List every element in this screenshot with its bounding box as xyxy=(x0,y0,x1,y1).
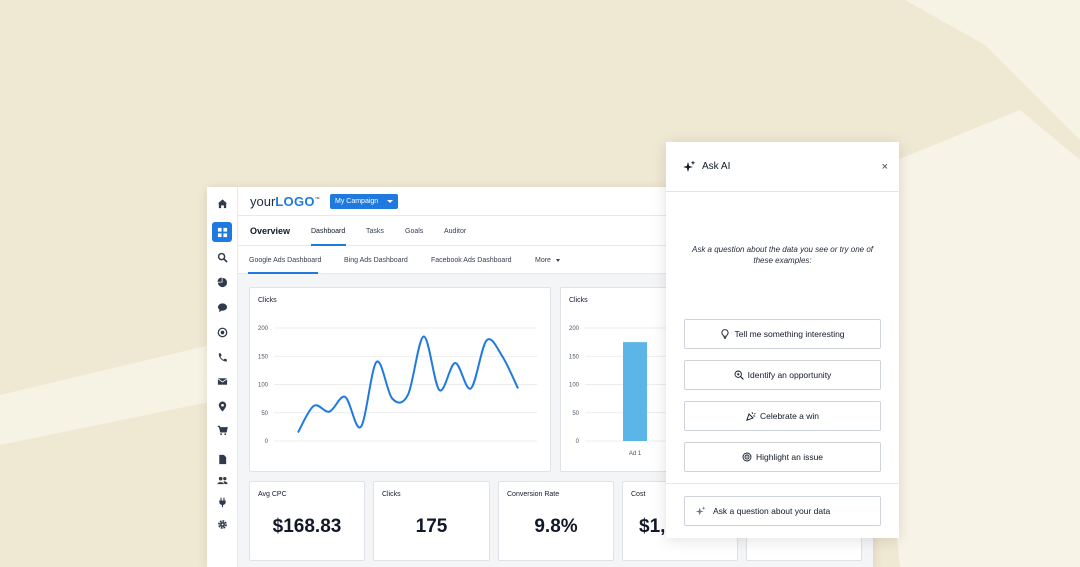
chevron-down-icon xyxy=(555,258,560,262)
sparkle-icon xyxy=(695,505,706,515)
tab-dashboard[interactable]: Dashboard xyxy=(311,228,346,235)
metric-title: Clicks xyxy=(382,491,401,498)
bar-chart-x-tick-label: Ad 1 xyxy=(629,451,642,457)
ai-prompt-text: Ask a question about the data you see or… xyxy=(691,245,873,265)
metric-card-clicks: Clicks 175 xyxy=(373,481,490,561)
document-icon[interactable] xyxy=(212,449,232,469)
tab-bing-ads[interactable]: Bing Ads Dashboard xyxy=(344,257,408,264)
tab-auditor[interactable]: Auditor xyxy=(444,228,467,235)
tab-tasks[interactable]: Tasks xyxy=(366,228,384,235)
bar-chart-card: Clicks 0 50 100 150 200 Ad 1 xyxy=(560,287,681,472)
suggestion-tell-me-something-interesting[interactable]: Tell me something interesting xyxy=(684,319,881,349)
metric-value: 175 xyxy=(415,516,448,537)
suggestion-celebrate-a-win[interactable]: Celebrate a win xyxy=(684,401,881,431)
bar-chart-y-tick-label: 50 xyxy=(572,411,579,417)
suggestion-label: Highlight an issue xyxy=(755,452,824,462)
chat-icon[interactable] xyxy=(212,297,232,317)
metric-value: $168.83 xyxy=(272,516,342,537)
tab-more[interactable]: More xyxy=(535,257,560,264)
brand-logo[interactable]: yourLOGO™ xyxy=(250,194,320,209)
lightbulb-icon xyxy=(721,329,729,339)
campaign-dropdown[interactable]: My Campaign xyxy=(330,194,399,209)
home-icon[interactable] xyxy=(212,193,232,213)
top-bar: yourLOGO™ My Campaign xyxy=(238,187,873,216)
ai-panel-header: Ask AI × xyxy=(666,142,899,192)
ai-panel-divider xyxy=(666,483,899,484)
more-label: More xyxy=(535,257,551,264)
target-alert-icon xyxy=(742,452,752,462)
bar-chart-y-tick-label: 150 xyxy=(569,354,580,360)
chart-title: Clicks xyxy=(258,297,277,304)
tab-google-ads[interactable]: Google Ads Dashboard xyxy=(249,257,322,264)
line-chart-y-tick-label: 100 xyxy=(258,383,269,389)
line-chart-y-tick-label: 150 xyxy=(258,354,269,360)
magnify-plus-icon xyxy=(734,370,744,380)
ask-question-input[interactable]: Ask a question about your data xyxy=(684,496,881,526)
party-popper-icon xyxy=(746,411,756,421)
ask-question-label: Ask a question about your data xyxy=(713,506,831,516)
phone-icon[interactable] xyxy=(212,347,232,367)
line-chart: 0 50 100 150 200 xyxy=(258,326,537,445)
metric-value: 9.8% xyxy=(534,516,578,537)
metric-value: $1, xyxy=(639,516,666,537)
bar-chart-y-tick-label: 200 xyxy=(569,326,580,332)
line-chart-y-tick-label: 0 xyxy=(265,439,269,445)
bar-chart-y-tick-label: 0 xyxy=(576,439,580,445)
line-series xyxy=(297,335,519,434)
pie-chart-icon[interactable] xyxy=(212,272,232,292)
plug-icon[interactable] xyxy=(212,492,232,512)
cart-icon[interactable] xyxy=(212,420,232,440)
suggestion-label: Celebrate a win xyxy=(759,411,820,421)
active-tab-indicator xyxy=(311,244,346,246)
line-chart-y-tick-label: 50 xyxy=(261,411,268,417)
line-chart-card: Clicks 0 50 100 150 200 xyxy=(249,287,551,472)
chevron-down-icon xyxy=(387,200,394,203)
metric-title: Conversion Rate xyxy=(507,491,560,498)
metric-title: Avg CPC xyxy=(258,491,287,498)
suggestion-label: Identify an opportunity xyxy=(747,370,832,380)
suggestion-highlight-an-issue[interactable]: Highlight an issue xyxy=(684,442,881,472)
bar-chart-y-tick-label: 100 xyxy=(569,383,580,389)
ask-ai-panel: Ask AI × Ask a question about the data y… xyxy=(666,142,899,538)
tab-goals[interactable]: Goals xyxy=(405,228,424,235)
metric-card-conversion-rate: Conversion Rate 9.8% xyxy=(498,481,614,561)
dashboard-tabs: Google Ads Dashboard Bing Ads Dashboard … xyxy=(238,246,873,274)
metric-card-avg-cpc: Avg CPC $168.83 xyxy=(249,481,365,561)
tab-facebook-ads[interactable]: Facebook Ads Dashboard xyxy=(431,257,512,264)
ai-panel-title: Ask AI xyxy=(702,161,731,172)
location-pin-icon[interactable] xyxy=(212,396,232,416)
bar-chart: 0 50 100 150 200 Ad 1 xyxy=(569,326,681,457)
campaign-label: My Campaign xyxy=(335,198,379,205)
chart-title: Clicks xyxy=(569,297,588,304)
bar xyxy=(623,342,647,441)
close-icon[interactable]: × xyxy=(881,161,888,173)
icon-sidebar xyxy=(207,187,238,567)
sparkle-icon xyxy=(683,160,696,172)
target-icon[interactable] xyxy=(212,322,232,342)
suggestion-identify-an-opportunity[interactable]: Identify an opportunity xyxy=(684,360,881,390)
main-nav: Overview Dashboard Tasks Goals Auditor xyxy=(238,216,873,246)
mail-icon[interactable] xyxy=(212,371,232,391)
users-icon[interactable] xyxy=(212,470,232,490)
suggestion-label: Tell me something interesting xyxy=(734,329,845,339)
line-chart-y-tick-label: 200 xyxy=(258,326,269,332)
page-title: Overview xyxy=(250,226,291,236)
search-icon[interactable] xyxy=(212,247,232,267)
settings-icon[interactable] xyxy=(212,514,232,534)
metric-title: Cost xyxy=(631,491,646,498)
dashboard-icon[interactable] xyxy=(212,222,232,242)
active-subtab-indicator xyxy=(248,272,318,274)
